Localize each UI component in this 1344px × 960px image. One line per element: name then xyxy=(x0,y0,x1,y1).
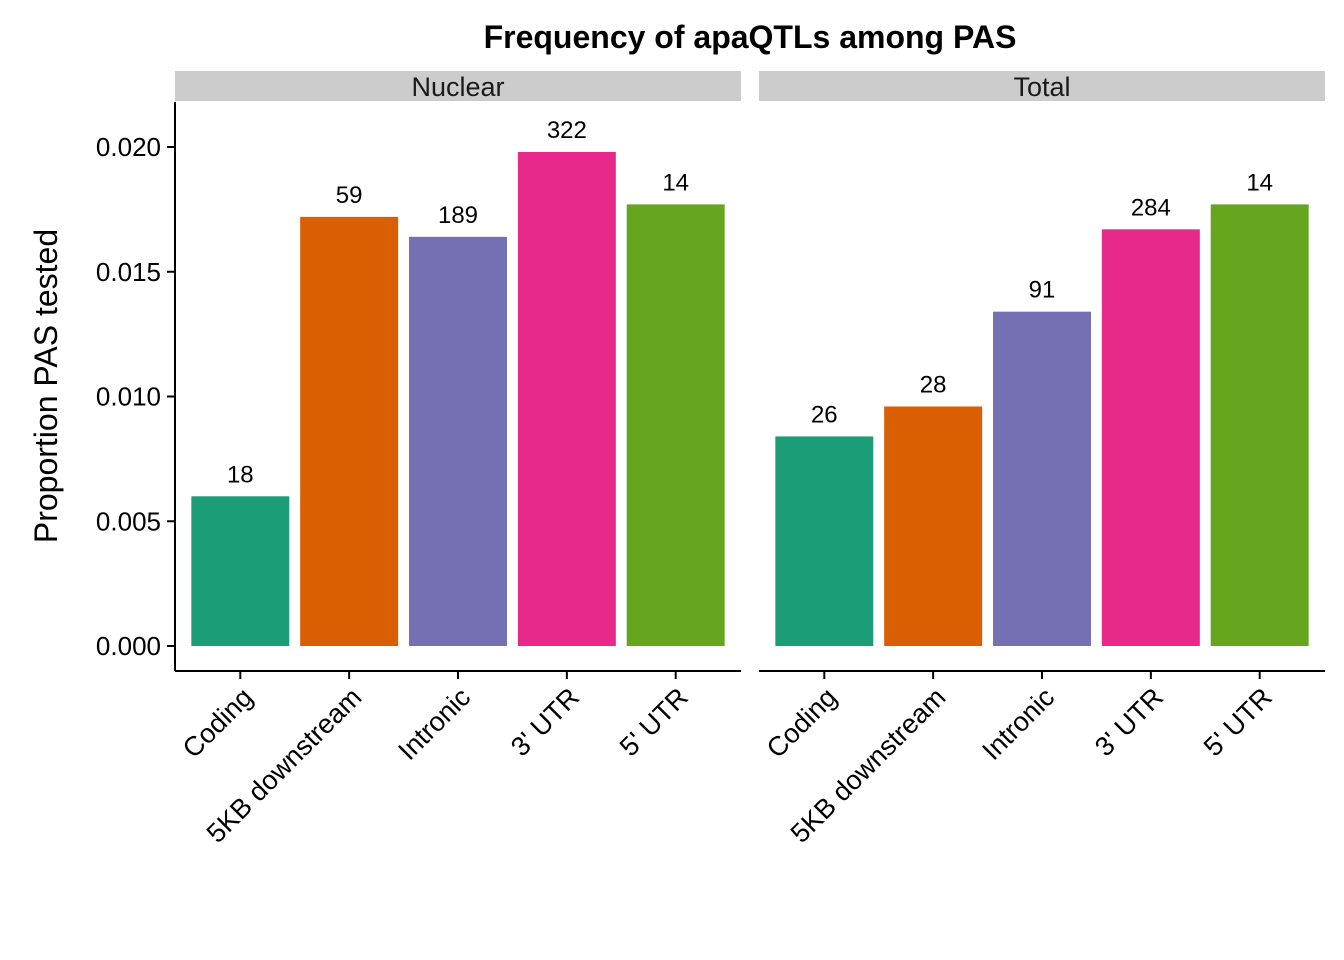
y-tick-label: 0.015 xyxy=(96,257,161,287)
x-tick-label: 3' UTR xyxy=(505,682,585,762)
bar xyxy=(775,436,874,646)
bar-data-label: 14 xyxy=(662,169,689,196)
y-tick-label: 0.010 xyxy=(96,382,161,412)
bar xyxy=(626,204,725,646)
bar-data-label: 284 xyxy=(1131,194,1171,221)
bar-data-label: 189 xyxy=(438,202,478,229)
x-tick-label: 5' UTR xyxy=(614,682,694,762)
y-tick-label: 0.000 xyxy=(96,631,161,661)
x-tick-label: Coding xyxy=(177,682,259,764)
x-tick-label: Coding xyxy=(761,682,843,764)
bar-data-label: 26 xyxy=(811,401,838,428)
bar xyxy=(1101,229,1200,646)
bar xyxy=(1210,204,1309,646)
bar xyxy=(993,311,1091,646)
bar xyxy=(517,151,616,647)
bar-data-label: 91 xyxy=(1029,277,1056,304)
bar xyxy=(300,216,399,647)
facet-strip xyxy=(759,71,1325,101)
chart-title: Frequency of apaQTLs among PAS xyxy=(484,19,1017,55)
y-axis-label: Proportion PAS tested xyxy=(28,229,64,543)
plot-layer: 0.000 0.005 0.010 0.015 0.020 Nuclear 18 Coding… xyxy=(96,71,1325,849)
bar xyxy=(884,406,983,646)
bar xyxy=(409,236,507,646)
bar-data-label: 59 xyxy=(336,182,363,209)
x-tick-label: 5' UTR xyxy=(1198,682,1278,762)
x-tick-label: 3' UTR xyxy=(1089,682,1169,762)
bar xyxy=(191,496,290,646)
facet-strip xyxy=(175,71,741,101)
y-tick-label: 0.020 xyxy=(96,132,161,162)
bar-data-label: 28 xyxy=(920,371,947,398)
y-tick-label: 0.005 xyxy=(96,506,161,536)
bar-data-label: 18 xyxy=(227,461,254,488)
bar-data-label: 14 xyxy=(1246,169,1273,196)
facet-strip-label: Total xyxy=(1013,72,1070,102)
x-tick-label: Intronic xyxy=(392,682,476,766)
facet-strip-label: Nuclear xyxy=(411,72,504,102)
x-tick-label: Intronic xyxy=(976,682,1060,766)
bar-data-label: 322 xyxy=(547,117,587,144)
